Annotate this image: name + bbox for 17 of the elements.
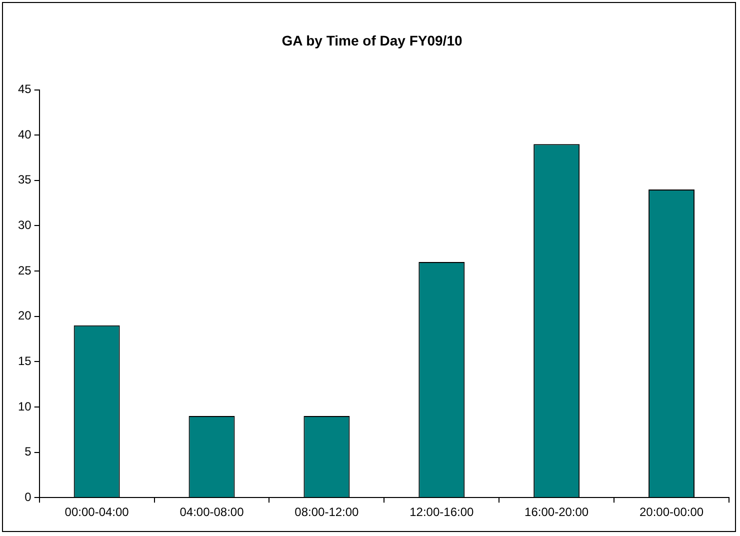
x-tick-label: 00:00-04:00: [64, 505, 130, 520]
y-tick-label: 30: [18, 218, 32, 232]
x-tick-label: 20:00-00:00: [640, 505, 704, 520]
x-tick-label: 08:00-12:00: [294, 505, 360, 520]
chart-title: GA by Time of Day FY09/10: [282, 32, 462, 48]
y-tick-label: 0: [24, 490, 32, 504]
x-tick-label: 04:00-08:00: [180, 505, 244, 520]
y-tick-label: 15: [18, 354, 32, 368]
y-tick-label: 45: [18, 82, 32, 96]
y-tick-label: 10: [18, 399, 32, 414]
x-tick-label: 16:00-20:00: [524, 505, 589, 520]
y-tick-label: 20: [18, 308, 32, 323]
y-tick-label: 35: [18, 172, 32, 187]
y-tick-label: 5: [24, 444, 32, 459]
y-tick-label: 40: [18, 127, 32, 142]
y-tick-label: 25: [18, 263, 32, 278]
x-tick-label: 12:00-16:00: [410, 505, 474, 520]
